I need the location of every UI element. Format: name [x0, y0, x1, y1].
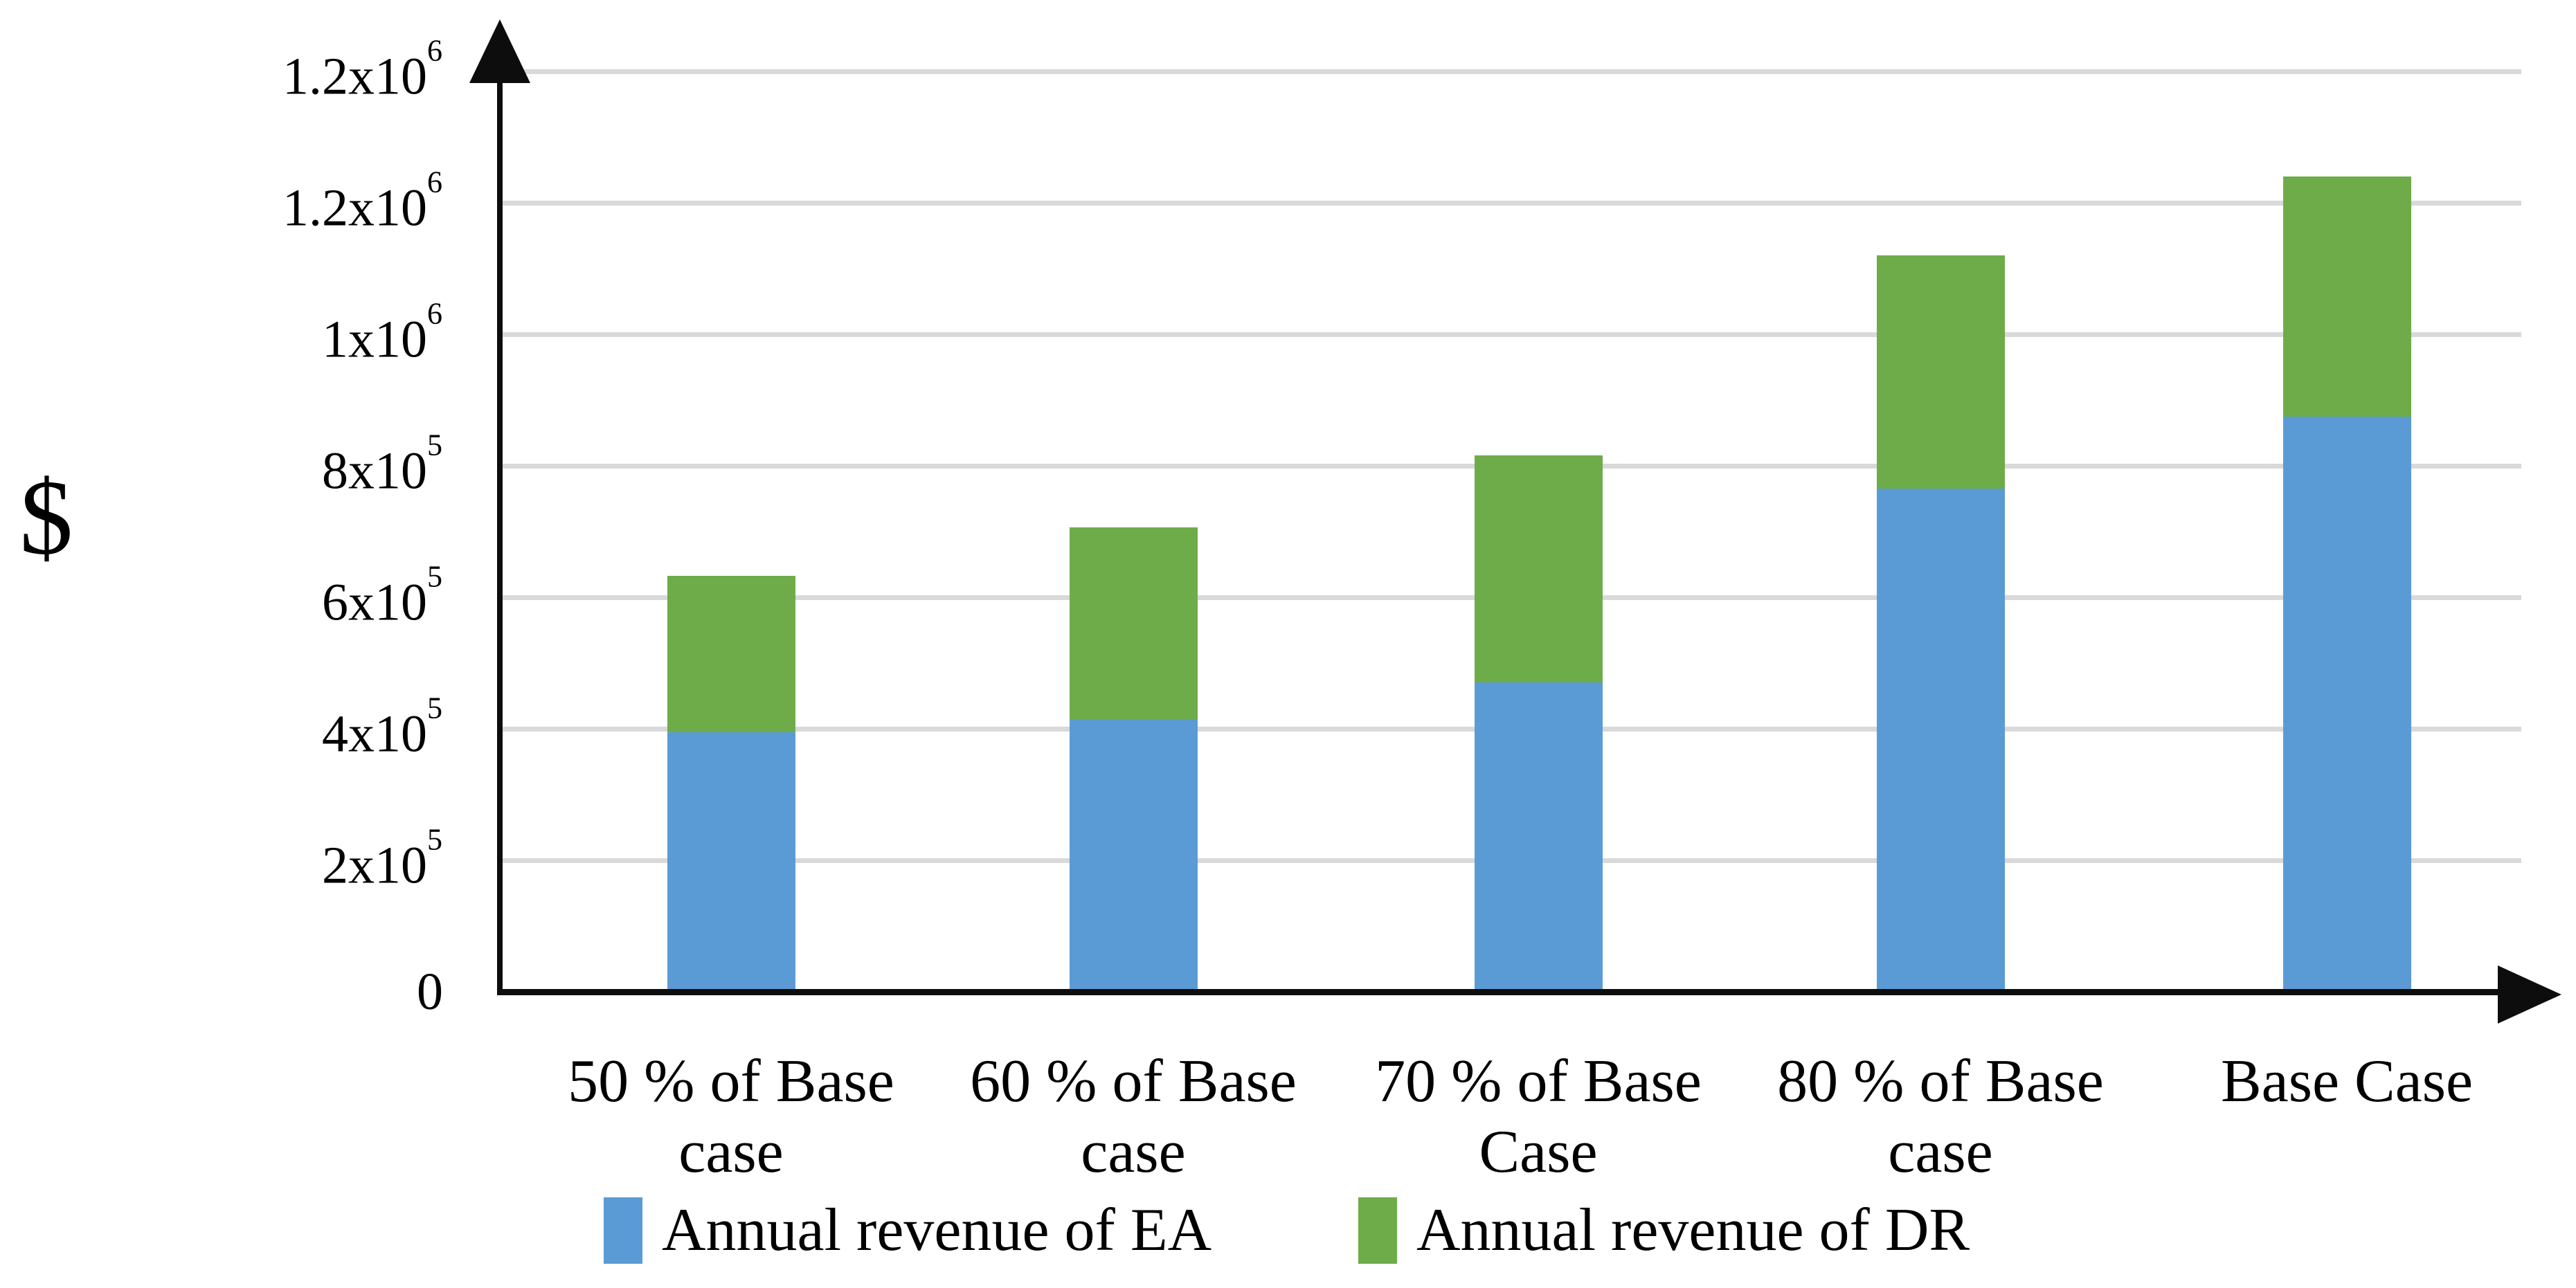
bar-segment-ea: [1876, 489, 2005, 992]
y-tick-exponent: 5: [426, 559, 443, 594]
x-category-label: 70 % of Base Case: [1375, 1046, 1702, 1188]
bar-segment-ea: [1474, 682, 1603, 992]
y-tick-exponent: 6: [426, 296, 443, 331]
x-axis-line: [497, 989, 2499, 995]
bar-segment-dr: [1876, 255, 2005, 489]
y-tick-exponent: 5: [426, 691, 443, 725]
x-category-label: 80 % of Base case: [1777, 1046, 2104, 1188]
y-tick-exponent: 6: [426, 33, 443, 68]
bar-segment-dr: [1474, 455, 1603, 682]
bar-segment-dr: [667, 576, 795, 732]
y-tick-base: 8x10: [321, 442, 427, 500]
y-tick-label: 1x106: [0, 296, 443, 365]
x-category-line: Case: [1479, 1118, 1598, 1186]
y-tick-base: 1x10: [321, 310, 427, 369]
y-tick-exponent: 5: [426, 822, 443, 857]
bar-segment-ea: [667, 732, 795, 992]
y-tick-label: 2x105: [0, 822, 443, 891]
bar-segment-dr: [2282, 176, 2411, 417]
bar-segment-dr: [1069, 527, 1198, 719]
x-category-label: Base Case: [2221, 1046, 2473, 1117]
y-axis-line: [497, 66, 503, 995]
y-tick-label: 4x105: [0, 691, 443, 763]
x-category-line: 70 % of Base: [1375, 1048, 1702, 1115]
x-category-line: 60 % of Base: [970, 1048, 1297, 1115]
legend-swatch-ea-icon: [604, 1197, 642, 1264]
legend-item-dr: Annual revenue of DR: [1358, 1196, 1970, 1265]
bar-segment-ea: [1069, 719, 1198, 992]
x-category-line: 50 % of Base: [568, 1048, 894, 1115]
y-tick-label: 0: [0, 965, 443, 1018]
y-tick-exponent: 5: [426, 428, 443, 462]
y-tick-base: 0: [417, 963, 443, 1021]
bar-segment-ea: [2282, 417, 2411, 992]
y-tick-label: 8x105: [0, 428, 443, 500]
y-tick-exponent: 6: [426, 165, 443, 199]
y-tick-base: 1.2x10: [282, 47, 427, 106]
gridline: [500, 201, 2521, 206]
x-category-line: case: [678, 1118, 784, 1186]
x-category-label: 60 % of Base case: [970, 1046, 1297, 1188]
y-tick-label: 1.2x106: [0, 165, 443, 237]
x-category-line: case: [1888, 1118, 1993, 1186]
legend-swatch-dr-icon: [1358, 1197, 1397, 1264]
y-tick-label: 1.2x106: [0, 33, 443, 102]
y-axis-title: $: [19, 457, 73, 577]
x-axis-arrow-icon: [2498, 965, 2561, 1024]
y-tick-base: 1.2x10: [282, 179, 427, 237]
y-tick-base: 2x10: [321, 836, 427, 895]
legend-item-ea: Annual revenue of EA: [604, 1196, 1212, 1265]
y-tick-base: 4x10: [321, 705, 427, 763]
legend-label: Annual revenue of EA: [662, 1197, 1212, 1264]
x-category-line: Base Case: [2220, 1048, 2474, 1115]
x-category-label: 50 % of Base case: [568, 1046, 894, 1188]
legend-label: Annual revenue of DR: [1416, 1197, 1970, 1264]
gridline: [500, 332, 2521, 337]
x-category-line: 80 % of Base: [1777, 1048, 2104, 1115]
y-axis-arrow-icon: [469, 19, 530, 83]
gridline: [500, 69, 2521, 74]
y-tick-base: 6x10: [321, 573, 427, 632]
y-tick-label: 6x105: [0, 559, 443, 628]
x-category-line: case: [1081, 1118, 1186, 1186]
